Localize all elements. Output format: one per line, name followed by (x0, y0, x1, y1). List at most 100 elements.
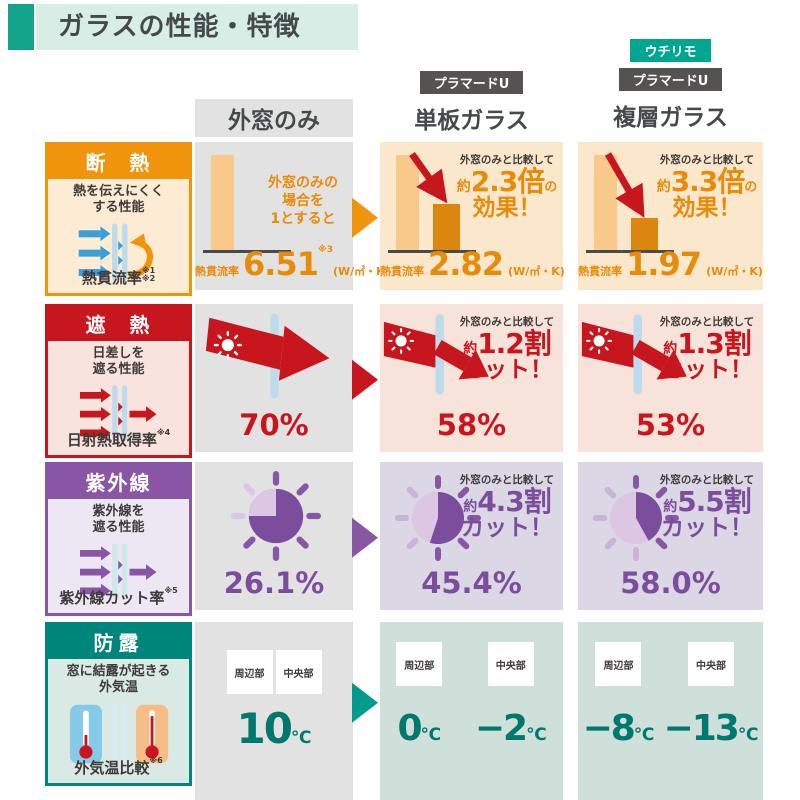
shading-double-claim: 外窓のみと比較して 約1.3割 カット！ (659, 316, 755, 383)
cold-thermometer-icon (69, 704, 102, 763)
solar-arrow-tail (383, 321, 436, 368)
pie-passed-slice (429, 492, 465, 544)
insulation-label-box: 断 熱 熱を伝えにくく する性能 熱貫流率※1 ※2 (45, 142, 192, 296)
insulation-double-metric: 熱貫流率 1.97 (W/㎡・K) (578, 245, 763, 283)
shading-metric-footnote: ※4 (156, 428, 171, 437)
pie-cut-slice (248, 488, 276, 516)
deflected-arrow (433, 340, 489, 380)
label-box-edge: 周辺部 (396, 642, 443, 686)
shading-single-value: 58% (436, 408, 507, 442)
uv-pie-sun-icon (593, 475, 679, 561)
heat-insulation-icon (78, 222, 153, 281)
thermometers-icon (69, 702, 168, 767)
compare-arrow-insulation (352, 197, 378, 238)
column-title-single-glass: 単板ガラス (414, 108, 529, 134)
condensation-double-edge-temp: −8℃ (582, 708, 655, 749)
sun-rays (231, 471, 321, 561)
condensation-double-cell: 周辺部 −8℃ 中央部 −13℃ (578, 622, 763, 800)
compare-arrow-shading (352, 359, 378, 400)
result-bar (433, 204, 460, 250)
condensation-double-center-temp: −13℃ (663, 708, 759, 749)
condensation-single-cell: 周辺部 0℃ 中央部 −2℃ (380, 622, 563, 800)
solar-arrow-tail (581, 321, 634, 368)
condensation-outer-temp: 10℃ (236, 704, 312, 753)
uv-arrows (79, 545, 156, 598)
heat-arrows (78, 225, 123, 280)
shading-outer-value: 70% (239, 408, 309, 442)
condensation-single-center-temp: −2℃ (474, 708, 547, 749)
condensation-label-box: 防露 窓に結露が起きる 外気温 外気温比較※6 (45, 622, 192, 786)
column-header-single-glass: プラマードU 単板ガラス (380, 71, 563, 135)
shading-double-value: 53% (635, 408, 706, 442)
row-uv: 紫外線 紫外線を 遮る性能 紫外線カット率※5 (0, 462, 800, 616)
insulation-outer-barchart (203, 148, 298, 258)
shading-single-cell: 外窓のみと比較して 約1.2割 カット！ 58% (380, 304, 563, 452)
shading-label-box: 遮 熱 日差しを 遮る性能 日射熱取得率※4 (45, 304, 192, 458)
insulation-description: 熱を伝えにくく する性能 (73, 184, 164, 216)
sun-icon (586, 327, 613, 354)
insulation-metric-name: 熱貫流率※1 ※2 (81, 266, 156, 287)
bar-baseline (388, 250, 476, 253)
shading-description: 日差しを 遮る性能 (92, 346, 145, 378)
uv-outer-value: 26.1% (223, 566, 325, 600)
row-condensation: 防露 窓に結露が起きる 外気温 外気温比較※6 (0, 622, 800, 800)
sun-arrow-through-glass-icon (205, 313, 330, 399)
bar-baseline (586, 250, 674, 253)
decrease-arrow-icon (409, 151, 448, 204)
sun-icon (388, 327, 415, 354)
center-column: 中央部 −2℃ (475, 642, 547, 800)
shading-outer-cell: 70% (195, 304, 353, 452)
center-column: 中央部 −13℃ (663, 642, 759, 800)
result-bar (631, 218, 658, 250)
label-box-center: 中央部 (487, 642, 534, 686)
uv-outer-cell: 26.1% (195, 462, 353, 610)
label-box-edge: 周辺部 (226, 650, 273, 694)
sun-icon (213, 331, 242, 360)
sun-block-icon (79, 384, 156, 441)
shading-header: 遮 熱 (48, 307, 189, 341)
uv-label-box: 紫外線 紫外線を 遮る性能 紫外線カット率※5 (45, 462, 192, 616)
glass-pane (120, 702, 127, 767)
uv-double-value: 58.0% (620, 566, 721, 600)
uv-single-value: 45.4% (421, 566, 522, 600)
insulation-single-barchart (388, 148, 483, 258)
page-title-bar: ガラスの性能・特徴 (36, 4, 358, 50)
insulation-single-cell: 外窓のみと比較して 約2.3倍の 効果！ 熱貫流率 2.82 (W/㎡・K) (380, 142, 565, 290)
shading-single-claim: 外窓のみと比較して 約1.2割 カット！ (459, 316, 555, 383)
insulation-outer-annotation: 外窓のみの 場合を 1とすると (268, 175, 338, 228)
uv-description: 紫外線を 遮る性能 (92, 504, 145, 536)
compare-arrow-uv (352, 517, 378, 558)
sun-arrow-cut-icon (581, 314, 687, 395)
insulation-double-barchart (586, 148, 681, 258)
glass-pane (111, 222, 117, 281)
condensation-metric-footnote: ※6 (149, 756, 163, 765)
uv-header: 紫外線 (48, 465, 189, 499)
uv-pie-sun-icon (395, 475, 481, 561)
uv-metric-name: 紫外線カット率※5 (59, 586, 178, 607)
condensation-header: 防露 (48, 625, 189, 659)
glass-pane (111, 542, 117, 599)
glass-pane (111, 384, 117, 441)
glass-pane (121, 384, 127, 441)
page-title: ガラスの性能・特徴 (58, 12, 301, 42)
condensation-description: 窓に結露が起きる 外気温 (66, 664, 171, 696)
sun-rays (593, 475, 679, 561)
solar-arrow (205, 317, 330, 381)
label-box-edge: 周辺部 (595, 642, 642, 686)
shading-double-cell: 外窓のみと比較して 約1.3割 カット！ 53% (578, 304, 763, 452)
reference-bar (211, 155, 234, 250)
uv-block-icon (79, 542, 156, 599)
pie-passed-slice (636, 492, 662, 541)
compare-arrow-condensation (352, 682, 378, 723)
sun-arrow-cut-icon (383, 314, 489, 395)
insulation-header: 断 熱 (48, 145, 189, 179)
decrease-arrow-icon (604, 152, 645, 218)
insulation-outer-metric: 熱貫流率 6.51※3(W/㎡・K) (195, 245, 390, 283)
column-header-double-glass: ウチリモ プラマードU 複層ガラス (578, 39, 763, 132)
shading-metric-name: 日射熱取得率※4 (66, 428, 171, 449)
insulation-single-claim: 外窓のみと比較して 約2.3倍の 効果！ (456, 154, 558, 221)
insulation-outer-cell: 外窓のみの 場合を 1とすると 熱貫流率 6.51※3(W/㎡・K) (195, 142, 390, 290)
column-title-double-glass: 複層ガラス (613, 105, 728, 131)
uv-double-claim: 外窓のみと比較して 約5.5割 カット！ (659, 474, 755, 541)
insulation-double-cell: 外窓のみと比較して 約3.3倍の 効果！ 熱貫流率 1.97 (W/㎡・K) (578, 142, 763, 290)
